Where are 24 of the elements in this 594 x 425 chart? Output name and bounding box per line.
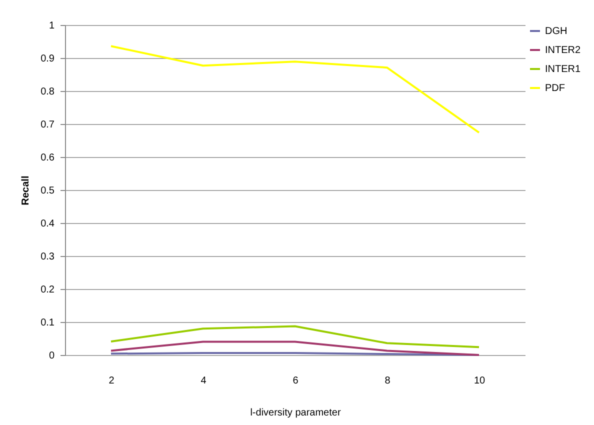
y-tick-label: 0.5 xyxy=(40,186,55,196)
x-axis-title: l-diversity parameter xyxy=(250,408,342,418)
line-series xyxy=(110,45,480,134)
y-tick-label: 0.1 xyxy=(40,318,55,328)
x-tick-label: 8 xyxy=(384,376,391,386)
y-tick-label: 0.9 xyxy=(40,54,55,64)
legend-label: DGH xyxy=(545,26,568,37)
y-tick-label: 0.8 xyxy=(40,86,55,98)
line-series xyxy=(110,325,480,348)
y-tick-label: 0.6 xyxy=(40,152,55,164)
legend-label: INTER1 xyxy=(545,64,581,75)
x-tick-label: 4 xyxy=(200,376,207,386)
y-tick-label: 0.4 xyxy=(40,218,55,230)
y-tick-label: 1 xyxy=(48,20,55,32)
legend-label: INTER2 xyxy=(545,45,581,56)
y-tick-label: 0.3 xyxy=(40,252,55,262)
y-tick-label: 0.7 xyxy=(40,120,55,130)
y-axis-title: Recall xyxy=(20,176,32,206)
legend-label: PDF xyxy=(545,83,565,94)
x-tick-label: 10 xyxy=(474,376,486,386)
x-tick-label: 6 xyxy=(292,376,299,386)
x-tick-label: 2 xyxy=(108,376,115,386)
y-tick-label: 0.2 xyxy=(40,284,55,296)
y-tick-label: 0 xyxy=(48,350,55,362)
